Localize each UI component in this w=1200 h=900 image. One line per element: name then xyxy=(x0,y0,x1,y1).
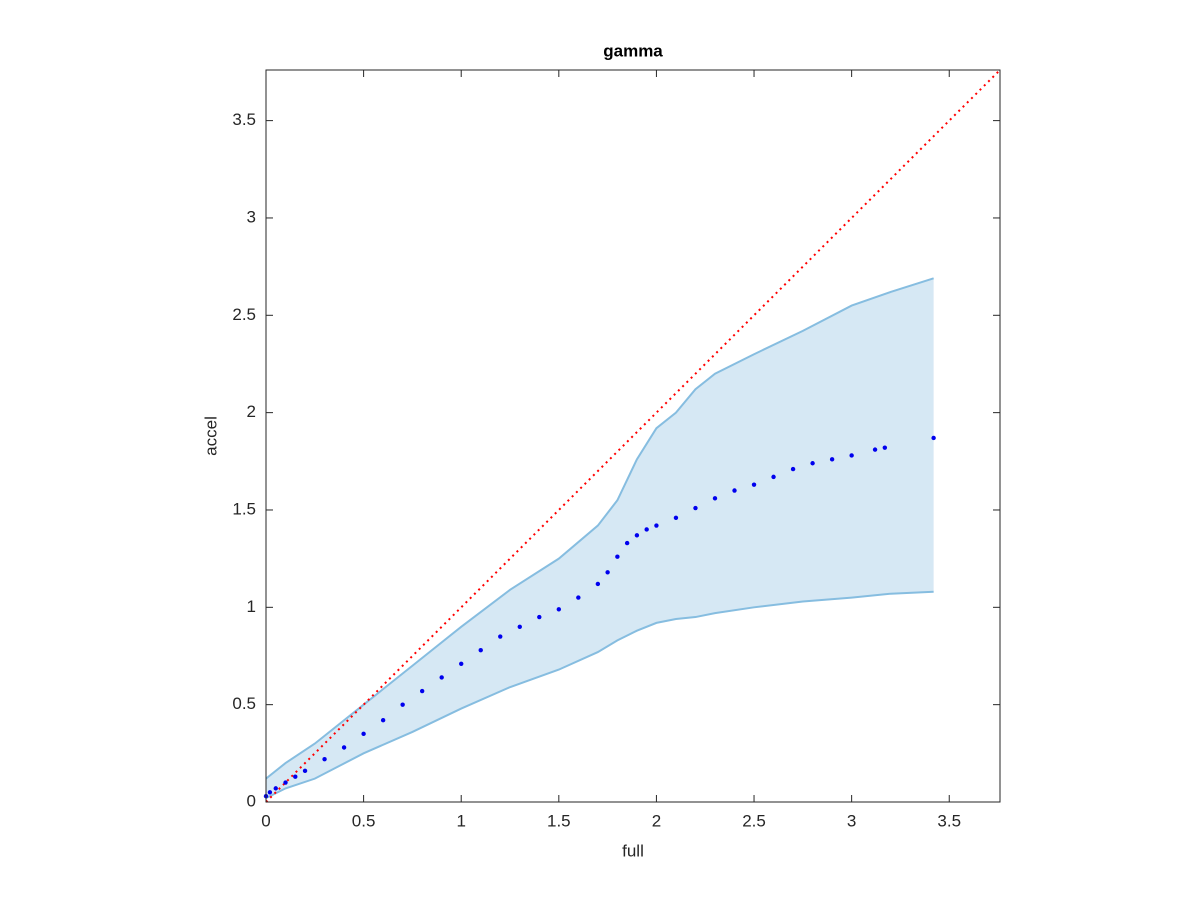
x-tick-label: 1 xyxy=(456,811,465,830)
band-upper xyxy=(265,277,934,780)
x-tick-label: 1.5 xyxy=(547,811,571,830)
point xyxy=(771,474,776,480)
y-tick-label: 0.5 xyxy=(232,694,256,713)
point xyxy=(712,496,718,501)
point xyxy=(537,614,542,620)
point xyxy=(595,581,601,587)
point xyxy=(605,570,610,575)
point xyxy=(732,488,737,493)
point xyxy=(478,647,483,653)
point xyxy=(267,790,273,795)
point xyxy=(517,624,522,629)
x-tick-label: 3.5 xyxy=(937,811,961,830)
y-tick-label: 2.5 xyxy=(232,305,256,324)
plot-frame xyxy=(265,69,1001,803)
point xyxy=(439,675,444,680)
point xyxy=(931,435,936,441)
point xyxy=(872,447,878,452)
x-axis-label: full xyxy=(622,841,644,860)
point xyxy=(693,505,698,511)
point xyxy=(790,466,796,472)
confidence-band xyxy=(266,278,934,799)
point xyxy=(810,461,815,466)
point xyxy=(882,445,888,450)
band-lower xyxy=(265,590,934,800)
y-tick-label: 1.5 xyxy=(232,499,256,518)
x-tick-label: 2 xyxy=(652,811,661,830)
point xyxy=(615,554,620,559)
y-axis-label: accel xyxy=(201,416,220,456)
x-tick-label: 2.5 xyxy=(742,811,766,830)
point xyxy=(576,595,581,600)
point xyxy=(400,702,405,707)
x-tick-label: 0.5 xyxy=(352,811,376,830)
point xyxy=(829,457,835,462)
point xyxy=(283,780,288,785)
point xyxy=(556,607,562,612)
y-tick-label: 3.5 xyxy=(232,110,256,129)
point xyxy=(624,540,630,546)
y-tick-label: 3 xyxy=(247,207,256,226)
point xyxy=(419,688,425,694)
point xyxy=(673,515,679,520)
point xyxy=(459,661,464,666)
point xyxy=(634,533,640,538)
x-tick-label: 3 xyxy=(847,811,856,830)
point xyxy=(849,453,854,458)
point xyxy=(751,482,757,487)
point xyxy=(644,527,649,532)
point xyxy=(498,634,503,639)
y-tick-label: 2 xyxy=(247,402,256,421)
y-tick-label: 1 xyxy=(247,597,256,616)
point xyxy=(654,523,659,528)
point xyxy=(273,786,278,791)
y-tick-label: 0 xyxy=(247,791,256,810)
chart-title: gamma xyxy=(603,41,663,60)
point xyxy=(293,774,298,779)
point xyxy=(302,768,308,774)
x-tick-label: 0 xyxy=(261,811,270,830)
point xyxy=(361,731,366,737)
point xyxy=(341,745,347,750)
point xyxy=(322,756,327,762)
point xyxy=(380,718,386,723)
